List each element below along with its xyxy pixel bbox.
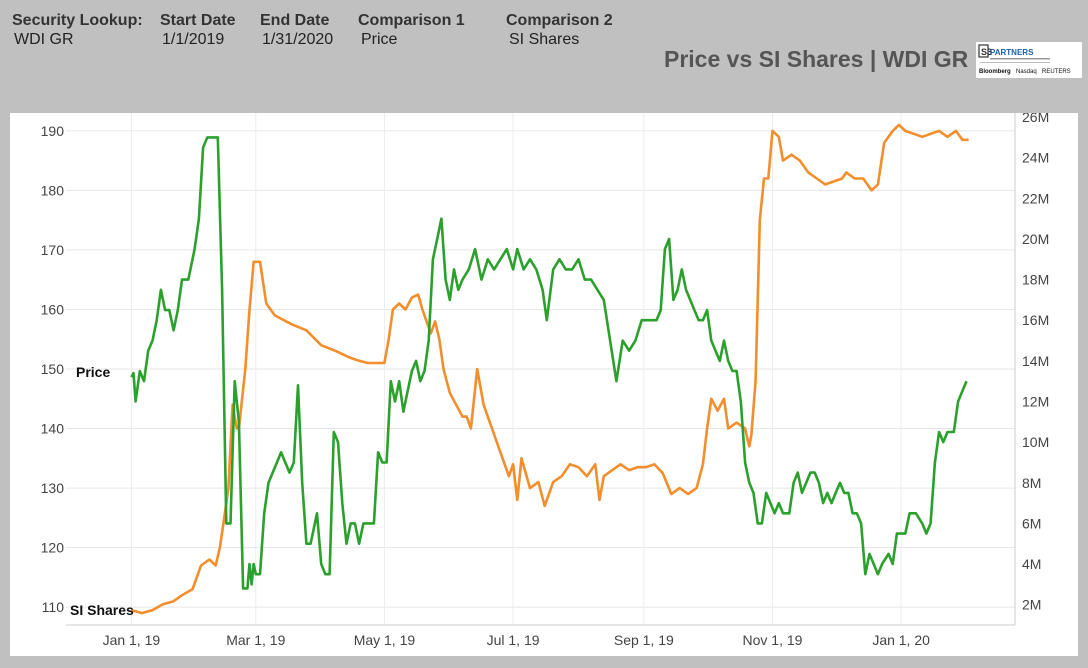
right-axis-tick-label: 8M xyxy=(1022,475,1041,491)
right-axis-tick-label: 2M xyxy=(1022,597,1041,613)
x-axis-tick-label: Jul 1, 19 xyxy=(487,632,540,648)
grid-lines xyxy=(66,113,1015,625)
right-axis-tick-label: 14M xyxy=(1022,353,1049,369)
series-lines xyxy=(130,123,969,615)
end-date-label: End Date xyxy=(260,12,330,29)
security-lookup-value[interactable]: WDI GR xyxy=(14,31,74,48)
left-axis-tick-label: 180 xyxy=(41,182,65,198)
si-shares-series-line xyxy=(130,136,968,590)
header-security-lookup: Security Lookup: WDI GR xyxy=(12,12,143,49)
svg-text:Bloomberg: Bloomberg xyxy=(979,69,1011,75)
right-axis-tick-label: 12M xyxy=(1022,394,1049,410)
left-axis-tick-label: 120 xyxy=(41,540,65,556)
chart-title: Price vs SI Shares | WDI GR xyxy=(664,46,969,72)
left-axis-tick-label: 150 xyxy=(41,361,65,377)
right-axis-tick-label: 4M xyxy=(1022,556,1041,572)
price-axis-title: Price xyxy=(76,364,110,380)
right-axis-tick-label: 16M xyxy=(1022,312,1049,328)
x-axis-tick-label: Sep 1, 19 xyxy=(614,632,674,648)
svg-text:S3: S3 xyxy=(981,47,992,57)
right-axis-tick-label: 26M xyxy=(1022,113,1049,125)
comparison-2-value[interactable]: SI Shares xyxy=(509,31,580,48)
right-axis-tick-label: 24M xyxy=(1022,150,1049,166)
left-axis-tick-label: 130 xyxy=(41,480,65,496)
start-date-label: Start Date xyxy=(160,12,236,29)
price-vs-si-shares-chart: 110 120 130 140 150 160 170 180 190 2M 4M 6M 8M 10M 12… xyxy=(41,113,1049,648)
svg-text:PARTNERS: PARTNERS xyxy=(990,48,1034,57)
x-axis-tick-label: Jan 1, 19 xyxy=(103,632,161,648)
comparison-2-label: Comparison 2 xyxy=(506,12,613,29)
left-axis-tick-label: 160 xyxy=(41,301,65,317)
right-axis-tick-label: 18M xyxy=(1022,272,1049,288)
header-end-date: End Date 1/31/2020 xyxy=(260,12,333,49)
right-axis-tick-label: 6M xyxy=(1022,515,1041,531)
right-axis-tick-label: 22M xyxy=(1022,190,1049,206)
axes: 110 120 130 140 150 160 170 180 190 2M 4M 6M 8M 10M 12… xyxy=(41,113,1049,648)
header-comparison-1: Comparison 1 Price xyxy=(358,12,465,49)
svg-text:Nasdaq: Nasdaq xyxy=(1016,69,1037,75)
comparison-1-label: Comparison 1 xyxy=(358,12,465,29)
right-axis-tick-label: 20M xyxy=(1022,231,1049,247)
x-axis-tick-label: Nov 1, 19 xyxy=(743,632,803,648)
start-date-value[interactable]: 1/1/2019 xyxy=(162,31,225,48)
comparison-1-value[interactable]: Price xyxy=(361,31,398,48)
security-lookup-label: Security Lookup: xyxy=(12,12,143,29)
price-series-line xyxy=(131,123,969,615)
x-axis-tick-label: May 1, 19 xyxy=(354,632,416,648)
x-axis-tick-label: Jan 1, 20 xyxy=(872,632,930,648)
header-comparison-2: Comparison 2 SI Shares xyxy=(506,12,613,49)
end-date-value[interactable]: 1/31/2020 xyxy=(262,31,334,48)
svg-text:REUTERS: REUTERS xyxy=(1042,69,1071,75)
si-shares-axis-title: SI Shares xyxy=(70,602,134,618)
header-start-date: Start Date 1/1/2019 xyxy=(160,12,236,49)
chart-panel: 110 120 130 140 150 160 170 180 190 2M 4M 6M 8M 10M 12… xyxy=(10,113,1078,656)
left-axis-tick-label: 170 xyxy=(41,242,65,258)
x-axis-tick-label: Mar 1, 19 xyxy=(226,632,285,648)
left-axis-tick-label: 110 xyxy=(42,599,65,615)
right-axis-tick-label: 10M xyxy=(1022,434,1049,450)
left-axis-tick-label: 140 xyxy=(41,421,65,437)
s3-partners-logo: S3 PARTNERS Bloomberg Nasdaq REUTERS xyxy=(976,42,1082,78)
left-axis-tick-label: 190 xyxy=(41,123,65,139)
